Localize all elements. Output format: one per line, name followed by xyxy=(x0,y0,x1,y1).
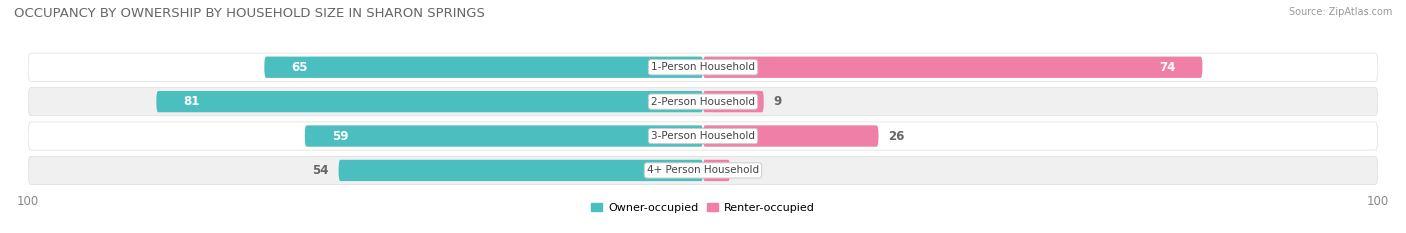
Text: 74: 74 xyxy=(1159,61,1175,74)
FancyBboxPatch shape xyxy=(156,91,703,112)
Text: 4: 4 xyxy=(740,164,748,177)
FancyBboxPatch shape xyxy=(703,160,730,181)
Text: 1-Person Household: 1-Person Household xyxy=(651,62,755,72)
FancyBboxPatch shape xyxy=(305,125,703,147)
FancyBboxPatch shape xyxy=(339,160,703,181)
Text: 54: 54 xyxy=(312,164,329,177)
FancyBboxPatch shape xyxy=(264,57,703,78)
FancyBboxPatch shape xyxy=(703,57,1202,78)
Text: 26: 26 xyxy=(889,130,905,143)
Text: 3-Person Household: 3-Person Household xyxy=(651,131,755,141)
Text: 2-Person Household: 2-Person Household xyxy=(651,97,755,107)
FancyBboxPatch shape xyxy=(703,91,763,112)
FancyBboxPatch shape xyxy=(28,156,1378,185)
Text: Source: ZipAtlas.com: Source: ZipAtlas.com xyxy=(1288,7,1392,17)
Text: OCCUPANCY BY OWNERSHIP BY HOUSEHOLD SIZE IN SHARON SPRINGS: OCCUPANCY BY OWNERSHIP BY HOUSEHOLD SIZE… xyxy=(14,7,485,20)
FancyBboxPatch shape xyxy=(28,53,1378,81)
Text: 81: 81 xyxy=(183,95,200,108)
Text: 65: 65 xyxy=(291,61,308,74)
FancyBboxPatch shape xyxy=(28,122,1378,150)
Legend: Owner-occupied, Renter-occupied: Owner-occupied, Renter-occupied xyxy=(586,198,820,217)
Text: 9: 9 xyxy=(773,95,782,108)
Text: 4+ Person Household: 4+ Person Household xyxy=(647,165,759,175)
Text: 59: 59 xyxy=(332,130,349,143)
FancyBboxPatch shape xyxy=(703,125,879,147)
FancyBboxPatch shape xyxy=(28,88,1378,116)
